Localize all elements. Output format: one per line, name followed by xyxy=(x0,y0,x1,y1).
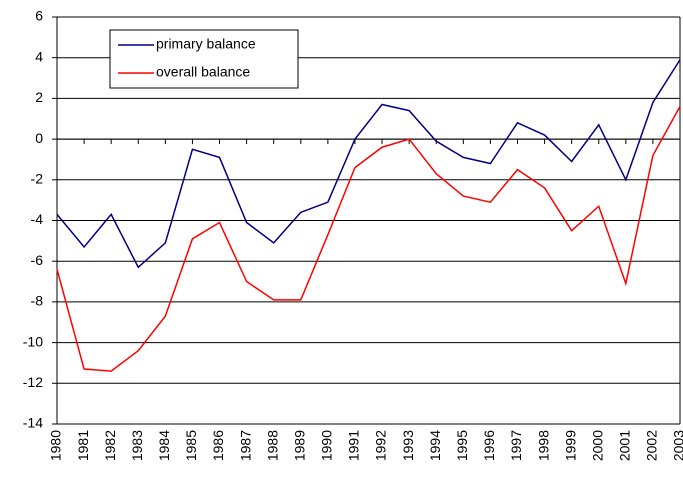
x-tick-label: 1993 xyxy=(400,430,416,461)
y-tick-label: 2 xyxy=(35,89,43,105)
x-tick-label: 1990 xyxy=(319,430,335,461)
x-tick-label: 2000 xyxy=(589,430,605,461)
x-tick-label: 1996 xyxy=(481,430,497,461)
x-tick-label: 1988 xyxy=(264,430,280,461)
x-tick-label: 1987 xyxy=(237,430,253,461)
x-tick-label: 1999 xyxy=(562,430,578,461)
y-tick-label: -6 xyxy=(31,252,44,268)
x-tick-label: 1981 xyxy=(75,430,91,461)
legend-label: overall balance xyxy=(156,64,250,80)
x-tick-label: 1992 xyxy=(373,430,389,461)
x-tick-label: 1983 xyxy=(129,430,145,461)
y-tick-label: -10 xyxy=(23,333,43,349)
x-tick-label: 1980 xyxy=(48,430,64,461)
y-tick-label: -12 xyxy=(23,374,43,390)
y-tick-label: 0 xyxy=(35,130,43,146)
x-tick-label: 1997 xyxy=(508,430,524,461)
x-tick-label: 1991 xyxy=(346,430,362,461)
x-tick-label: 1989 xyxy=(291,430,307,461)
y-tick-label: -2 xyxy=(31,171,44,187)
x-tick-label: 1994 xyxy=(427,430,443,461)
x-tick-label: 1986 xyxy=(210,430,226,461)
x-tick-label: 1984 xyxy=(156,430,172,461)
x-tick-label: 2002 xyxy=(644,430,660,461)
x-tick-label: 1998 xyxy=(535,430,551,461)
y-tick-label: 4 xyxy=(35,48,43,64)
legend-box xyxy=(109,29,299,89)
y-tick-label: -14 xyxy=(23,415,43,431)
legend-label: primary balance xyxy=(156,36,256,52)
y-tick-label: -8 xyxy=(31,293,44,309)
x-tick-label: 2001 xyxy=(617,430,633,461)
x-tick-label: 1985 xyxy=(183,430,199,461)
line-series xyxy=(56,59,681,269)
x-tick-label: 1995 xyxy=(454,430,470,461)
x-tick-label: 1982 xyxy=(102,430,118,461)
x-tick-label: 2003 xyxy=(671,430,683,461)
line-series xyxy=(56,106,681,372)
y-tick-label: 6 xyxy=(35,8,43,24)
y-tick-label: -4 xyxy=(31,211,44,227)
